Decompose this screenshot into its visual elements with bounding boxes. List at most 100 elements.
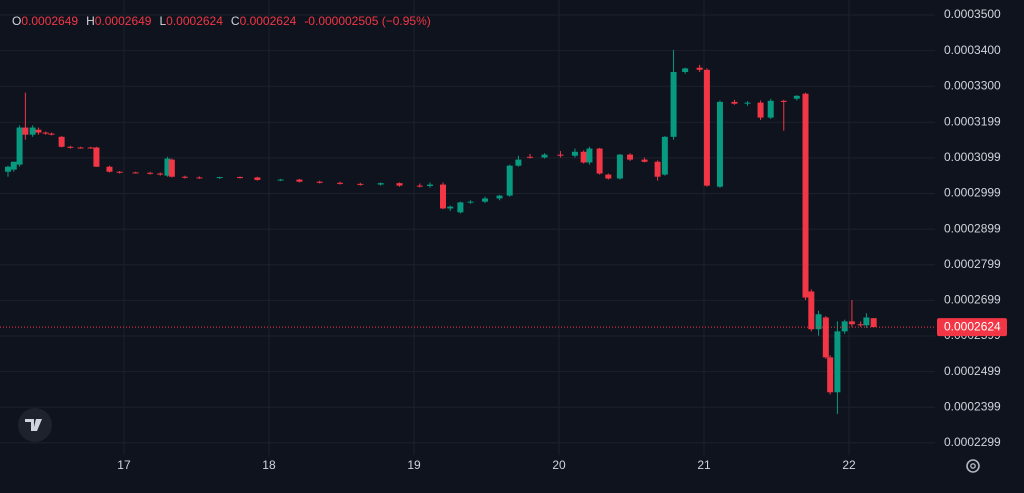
candle-body bbox=[586, 148, 593, 163]
candle-body bbox=[216, 177, 223, 179]
legend-value: 0.0002624 bbox=[166, 14, 223, 28]
last-price-box bbox=[937, 318, 1007, 337]
candle-body bbox=[767, 100, 774, 118]
candle-body bbox=[93, 147, 100, 167]
candle-body bbox=[147, 172, 154, 174]
ohlc-legend: O0.0002649 H0.0002649 L0.0002624 C0.0002624… bbox=[12, 14, 431, 28]
last-price-label: 0.0002624 bbox=[944, 319, 1001, 333]
x-tick-label: 22 bbox=[842, 458, 856, 472]
y-tick-label: 0.0002299 bbox=[944, 435, 1001, 449]
candle-body bbox=[42, 132, 49, 134]
candle-body bbox=[196, 177, 203, 179]
candle-body bbox=[357, 183, 364, 185]
x-tick-label: 17 bbox=[117, 458, 131, 472]
y-tick-label: 0.0002699 bbox=[944, 293, 1001, 307]
candle-body bbox=[77, 147, 84, 149]
candle-body bbox=[377, 183, 384, 185]
candle-body bbox=[841, 321, 848, 332]
candle-body bbox=[48, 133, 55, 135]
legend-value: 0.0002649 bbox=[95, 14, 152, 28]
candle-body bbox=[571, 151, 578, 156]
candle-body bbox=[654, 161, 661, 177]
candle-body bbox=[254, 177, 261, 180]
candle-body bbox=[696, 67, 703, 70]
candle-body bbox=[848, 321, 855, 325]
candle-body bbox=[506, 165, 513, 196]
candle-body bbox=[822, 317, 829, 358]
y-tick-label: 0.0002999 bbox=[944, 186, 1001, 200]
candle-body bbox=[58, 136, 65, 147]
candle-body bbox=[87, 147, 94, 149]
candle-body bbox=[716, 101, 723, 187]
candle-body bbox=[703, 69, 710, 186]
candle-body bbox=[439, 184, 446, 209]
candle-body bbox=[106, 166, 113, 172]
candle-body bbox=[780, 100, 787, 102]
candle-body bbox=[557, 154, 564, 156]
candle-body bbox=[67, 146, 74, 148]
x-tick-label: 19 bbox=[407, 458, 421, 472]
candle-body bbox=[4, 166, 11, 172]
settings-icon[interactable] bbox=[966, 459, 980, 473]
candle-body bbox=[132, 172, 139, 174]
candle-body bbox=[605, 174, 612, 179]
candle-body bbox=[541, 154, 548, 158]
candle-body bbox=[457, 202, 464, 213]
candle-body bbox=[168, 159, 175, 177]
candle-body bbox=[870, 318, 877, 328]
y-tick-label: 0.0003099 bbox=[944, 150, 1001, 164]
candle-body bbox=[116, 171, 123, 173]
y-tick-label: 0.0003199 bbox=[944, 114, 1001, 128]
x-tick-label: 21 bbox=[697, 458, 711, 472]
candle-body bbox=[236, 177, 243, 179]
axes: 0.0003500 0.0003400 0.0003300 0.0003199 0.00… bbox=[117, 7, 1007, 472]
y-tick-label: 0.0002899 bbox=[944, 221, 1001, 235]
candle-body bbox=[447, 206, 454, 209]
candle-body bbox=[744, 102, 751, 104]
candle-body bbox=[802, 93, 809, 298]
candle-body bbox=[526, 156, 533, 158]
candle-body bbox=[863, 317, 870, 326]
candle-body bbox=[596, 148, 603, 174]
legend-value: 0.0002624 bbox=[240, 14, 297, 28]
legend-key: O bbox=[12, 14, 21, 28]
candle-body bbox=[164, 158, 171, 176]
candle-body bbox=[616, 154, 623, 179]
candle-body bbox=[670, 71, 677, 137]
candle-body bbox=[277, 179, 284, 181]
candle-body bbox=[834, 331, 841, 393]
candle-body bbox=[627, 154, 634, 160]
y-tick-label: 0.0002799 bbox=[944, 257, 1001, 271]
candle-body bbox=[757, 102, 764, 118]
y-tick-label: 0.0002499 bbox=[944, 364, 1001, 378]
legend-key: L bbox=[159, 14, 166, 28]
candle-body bbox=[682, 68, 689, 72]
candle-body bbox=[416, 185, 423, 187]
x-tick-label: 18 bbox=[262, 458, 276, 472]
legend-key: C bbox=[231, 14, 240, 28]
candle-body bbox=[316, 181, 323, 183]
y-tick-label: 0.0003500 bbox=[944, 7, 1001, 21]
candle-body bbox=[337, 182, 344, 184]
y-tick-label: 0.0002399 bbox=[944, 399, 1001, 413]
legend-key: H bbox=[86, 14, 95, 28]
candle-body bbox=[808, 291, 815, 330]
legend-value: 0.0002649 bbox=[21, 14, 78, 28]
y-tick-label: 0.0003300 bbox=[944, 78, 1001, 92]
candle-body bbox=[661, 136, 668, 175]
y-tick-label: 0.0003400 bbox=[944, 43, 1001, 57]
candle-body bbox=[396, 183, 403, 186]
candles bbox=[0, 49, 935, 415]
candle-body bbox=[16, 127, 23, 165]
candle-body bbox=[815, 314, 822, 330]
grid bbox=[0, 0, 935, 455]
tv-logo bbox=[18, 408, 52, 442]
candle-body bbox=[731, 101, 738, 104]
candle-body bbox=[35, 129, 42, 133]
candle-body bbox=[22, 127, 29, 135]
x-tick-label: 20 bbox=[552, 458, 566, 472]
candle-body bbox=[793, 95, 800, 99]
candle-body bbox=[515, 159, 522, 166]
